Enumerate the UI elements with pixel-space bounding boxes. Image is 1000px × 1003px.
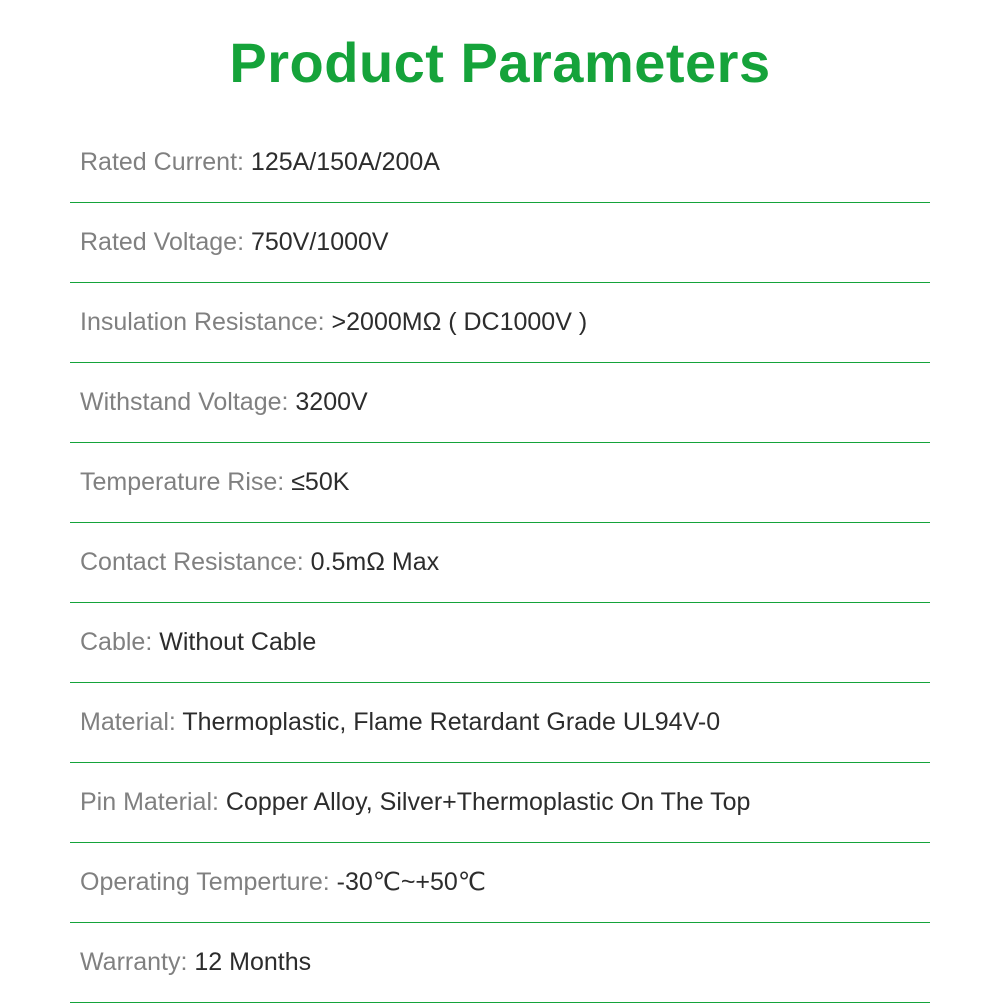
parameter-label: Rated Voltage:: [80, 228, 251, 256]
parameter-row: Withstand Voltage: 3200V: [70, 363, 930, 443]
parameter-value: 125A/150A/200A: [251, 148, 440, 176]
parameter-row: Material: Thermoplastic, Flame Retardant…: [70, 683, 930, 763]
parameter-row: Insulation Resistance: >2000MΩ ( DC1000V…: [70, 283, 930, 363]
parameter-row: Pin Material: Copper Alloy, Silver+Therm…: [70, 763, 930, 843]
parameter-value: Thermoplastic, Flame Retardant Grade UL9…: [182, 708, 720, 736]
parameter-value: 3200V: [295, 388, 367, 416]
parameter-value: -30℃~+50℃: [337, 868, 486, 896]
parameter-row: Rated Voltage: 750V/1000V: [70, 203, 930, 283]
parameter-label: Contact Resistance:: [80, 548, 311, 576]
parameter-value: Copper Alloy, Silver+Thermoplastic On Th…: [226, 788, 751, 816]
parameter-label: Operating Temperture:: [80, 868, 337, 896]
parameter-value: >2000MΩ ( DC1000V ): [332, 308, 588, 336]
parameter-label: Pin Material:: [80, 788, 226, 816]
parameter-label: Warranty:: [80, 948, 194, 976]
parameter-value: 0.5mΩ Max: [311, 548, 439, 576]
parameters-list: Rated Current: 125A/150A/200ARated Volta…: [70, 123, 930, 1003]
page-title: Product Parameters: [70, 30, 930, 95]
parameter-label: Insulation Resistance:: [80, 308, 332, 336]
parameter-value: 750V/1000V: [251, 228, 389, 256]
parameter-row: Operating Temperture: -30℃~+50℃: [70, 843, 930, 923]
parameter-label: Rated Current:: [80, 148, 251, 176]
parameter-row: Rated Current: 125A/150A/200A: [70, 123, 930, 203]
parameter-row: Temperature Rise: ≤50K: [70, 443, 930, 523]
parameter-row: Contact Resistance: 0.5mΩ Max: [70, 523, 930, 603]
parameter-value: ≤50K: [291, 468, 349, 496]
parameter-value: 12 Months: [194, 948, 311, 976]
parameter-label: Temperature Rise:: [80, 468, 291, 496]
parameter-label: Withstand Voltage:: [80, 388, 295, 416]
parameter-value: Without Cable: [159, 628, 316, 656]
parameters-container: Product Parameters Rated Current: 125A/1…: [0, 0, 1000, 1003]
parameter-label: Material:: [80, 708, 182, 736]
parameter-row: Warranty: 12 Months: [70, 923, 930, 1003]
parameter-row: Cable: Without Cable: [70, 603, 930, 683]
parameter-label: Cable:: [80, 628, 159, 656]
